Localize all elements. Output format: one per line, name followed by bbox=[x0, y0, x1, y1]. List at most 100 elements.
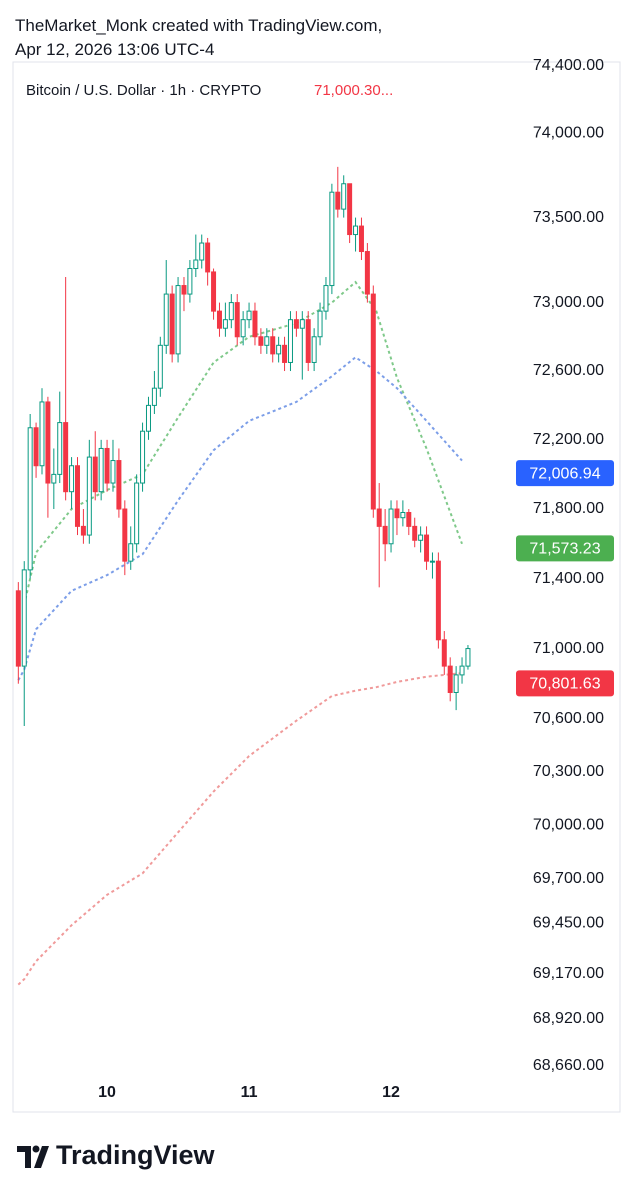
price-tag bbox=[516, 460, 614, 487]
candle-body bbox=[181, 285, 187, 295]
y-tick-label: 74,000.00 bbox=[533, 124, 604, 141]
candle-body bbox=[163, 293, 169, 346]
x-tick-label: 11 bbox=[241, 1084, 258, 1101]
candle-body bbox=[116, 460, 122, 510]
price-tag-label: 72,006.94 bbox=[529, 465, 600, 482]
candle-body bbox=[252, 310, 258, 338]
y-tick-label: 69,170.00 bbox=[533, 965, 604, 982]
y-tick-label: 71,000.00 bbox=[533, 640, 604, 657]
y-tick-label: 72,600.00 bbox=[533, 362, 604, 379]
candle-body bbox=[258, 336, 264, 346]
price-tag bbox=[516, 535, 614, 562]
brand-logo bbox=[17, 1145, 49, 1168]
candle-body bbox=[311, 336, 317, 363]
candle-body bbox=[353, 225, 359, 236]
candle-body bbox=[364, 251, 370, 295]
candle-body bbox=[39, 401, 45, 467]
candle-body bbox=[86, 456, 92, 536]
candle-body bbox=[157, 344, 163, 389]
candle-body bbox=[145, 404, 151, 432]
candle-body bbox=[15, 590, 21, 667]
candle-body bbox=[270, 336, 276, 355]
candle-body bbox=[21, 569, 27, 667]
candle-body bbox=[424, 534, 430, 562]
candle-body bbox=[329, 191, 335, 287]
candle-body bbox=[406, 511, 412, 527]
y-tick-label: 68,920.00 bbox=[533, 1010, 604, 1027]
candle-body bbox=[151, 387, 157, 406]
candle-body bbox=[211, 271, 217, 312]
candle-body bbox=[128, 543, 134, 562]
candle-body bbox=[453, 674, 459, 693]
y-tick-label: 68,660.00 bbox=[533, 1057, 604, 1074]
y-tick-label: 69,450.00 bbox=[533, 915, 604, 932]
candle-body bbox=[459, 665, 465, 676]
candle-body bbox=[246, 310, 252, 321]
y-tick-label: 71,400.00 bbox=[533, 570, 604, 587]
header-author: TheMarket_Monk created with TradingView.… bbox=[15, 16, 383, 35]
candle-body bbox=[317, 310, 323, 338]
candle-body bbox=[441, 639, 447, 667]
candle-body bbox=[33, 427, 39, 467]
price-tag-label: 70,801.63 bbox=[529, 676, 600, 693]
candle-body bbox=[69, 465, 75, 493]
candle-body bbox=[80, 525, 86, 536]
candle-body bbox=[382, 525, 388, 545]
brand-name: TradingView bbox=[56, 1140, 216, 1170]
y-tick-label: 70,000.00 bbox=[533, 816, 604, 833]
candle-body bbox=[400, 511, 406, 519]
candle-body bbox=[122, 508, 128, 562]
candle-body bbox=[418, 534, 424, 541]
candle-body bbox=[293, 319, 299, 329]
candle-body bbox=[435, 560, 441, 641]
y-tick-label: 73,500.00 bbox=[533, 209, 604, 226]
candle-body bbox=[205, 242, 211, 273]
candle-body bbox=[370, 293, 376, 510]
candle-body bbox=[282, 344, 288, 363]
y-tick-label: 74,400.00 bbox=[533, 57, 604, 74]
candle-body bbox=[465, 648, 471, 667]
y-tick-label: 71,800.00 bbox=[533, 500, 604, 517]
ma-line bbox=[17, 356, 463, 681]
candle-body bbox=[305, 319, 311, 363]
candle-body bbox=[45, 401, 51, 484]
candle-body bbox=[193, 259, 199, 270]
candle-body bbox=[447, 665, 453, 693]
last-price: 71,000.30... bbox=[314, 82, 393, 99]
header-date: Apr 12, 2026 13:06 UTC-4 bbox=[15, 40, 215, 59]
candle-body bbox=[358, 225, 364, 253]
candle-body bbox=[74, 465, 80, 527]
candle-body bbox=[388, 508, 394, 545]
candle-body bbox=[240, 319, 246, 338]
candle-body bbox=[234, 302, 240, 338]
y-tick-label: 73,000.00 bbox=[533, 294, 604, 311]
chart-title: Bitcoin / U.S. Dollar · 1h · CRYPTO bbox=[26, 82, 261, 99]
x-tick-label: 12 bbox=[382, 1084, 400, 1101]
candle-body bbox=[51, 473, 57, 484]
ma-line bbox=[17, 672, 463, 986]
plot-area bbox=[15, 166, 471, 986]
candle-body bbox=[216, 310, 222, 329]
y-tick-label: 69,700.00 bbox=[533, 870, 604, 887]
candle-body bbox=[264, 336, 270, 346]
candle-body bbox=[287, 319, 293, 363]
candle-body bbox=[276, 344, 282, 355]
x-tick-label: 10 bbox=[98, 1084, 116, 1101]
candle-body bbox=[63, 422, 69, 493]
candle-body bbox=[412, 525, 418, 541]
candle-body bbox=[92, 456, 98, 493]
candle-body bbox=[347, 183, 353, 236]
price-tag bbox=[516, 670, 614, 697]
y-tick-label: 70,600.00 bbox=[533, 710, 604, 727]
candle-body bbox=[27, 427, 33, 571]
candle-body bbox=[335, 191, 341, 210]
candle-body bbox=[429, 560, 435, 563]
candle-body bbox=[228, 302, 234, 321]
candle-body bbox=[187, 268, 193, 295]
candle-body bbox=[134, 482, 140, 545]
candle-body bbox=[110, 460, 116, 484]
candle-body bbox=[341, 183, 347, 210]
legend-bg bbox=[18, 76, 418, 104]
